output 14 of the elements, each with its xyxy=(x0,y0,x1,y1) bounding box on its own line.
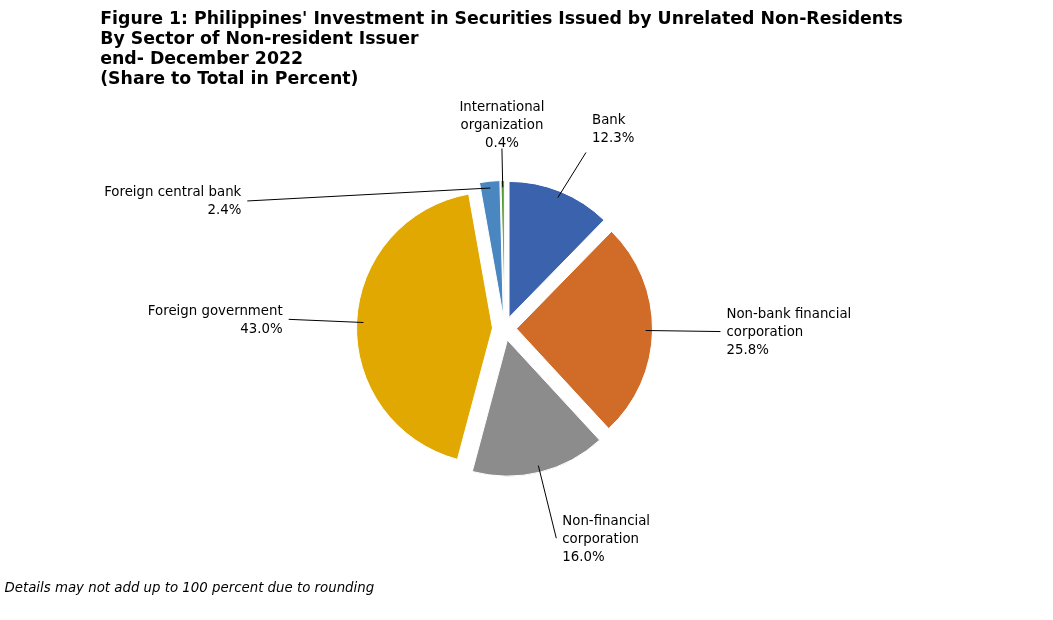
text: Details may not add up to 100 percent due to rounding xyxy=(4,579,375,595)
data-label: 12.3% xyxy=(591,129,635,145)
slice-label: International organization xyxy=(459,99,545,133)
data-label: 16.0% xyxy=(562,548,605,564)
slice-label: Bank xyxy=(591,111,626,127)
data-label: 25.8% xyxy=(726,342,769,358)
slice-label: Foreign central bank xyxy=(104,184,242,200)
slice-label: Foreign government xyxy=(147,302,283,318)
data-label: 0.4% xyxy=(485,135,519,151)
slice-label: Non-financial corporation xyxy=(562,512,651,546)
data-label: 2.4% xyxy=(207,202,242,218)
data-label: 43.0% xyxy=(240,320,283,336)
chart-title: Figure 1: Philippines' Investment in Securities Issued by Unrelated Non-Residents By Sector of Non-resident Issuer end- December 2022 (Share to Total in Percent) xyxy=(100,7,903,88)
slice-label: Non-bank financial corporation xyxy=(726,306,852,340)
